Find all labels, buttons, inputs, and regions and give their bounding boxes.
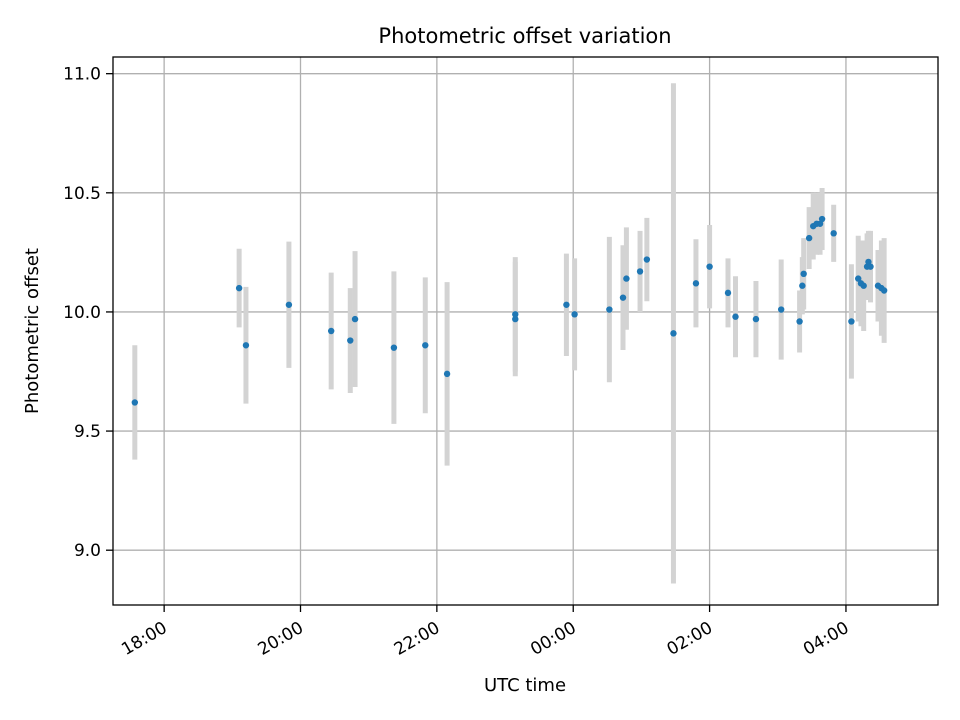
- data-point: [643, 256, 651, 263]
- data-point: [351, 315, 359, 323]
- data-point: [619, 294, 627, 301]
- data-point: [623, 275, 630, 282]
- data-point: [880, 287, 888, 294]
- x-tick-label: 20:00: [255, 618, 307, 660]
- error-bars: [132, 83, 887, 584]
- data-point: [443, 370, 451, 378]
- data-point: [327, 327, 335, 335]
- data-point: [848, 318, 855, 325]
- data-point: [692, 280, 700, 287]
- x-tick-label: 00:00: [527, 618, 579, 660]
- plot-frame: [112, 56, 939, 606]
- data-point: [636, 268, 644, 275]
- data-point: [860, 282, 867, 289]
- data-point: [571, 311, 578, 318]
- data-point: [799, 282, 806, 289]
- x-tick-label: 02:00: [664, 618, 716, 660]
- y-tick-label: 9.5: [74, 422, 101, 442]
- y-axis-ticks: 9.0 9.5 10.0 10.5 11.0: [63, 65, 113, 561]
- data-point: [235, 284, 243, 292]
- data-point: [706, 263, 713, 270]
- data-point: [422, 342, 429, 349]
- data-point: [390, 344, 398, 351]
- data-point: [242, 342, 250, 349]
- grid-lines: [113, 57, 938, 605]
- data-point: [830, 230, 837, 237]
- data-point: [606, 306, 613, 313]
- y-axis-title: Photometric offset: [22, 248, 43, 414]
- data-point: [563, 301, 570, 308]
- data-point: [512, 311, 519, 318]
- x-tick-label: 04:00: [800, 618, 852, 660]
- y-tick-label: 11.0: [63, 65, 101, 85]
- data-point: [818, 215, 826, 223]
- data-point: [670, 330, 677, 337]
- data-points: [131, 215, 888, 406]
- data-point: [285, 301, 293, 308]
- x-tick-label: 18:00: [118, 618, 170, 660]
- data-point: [347, 337, 354, 344]
- data-point: [724, 289, 732, 297]
- y-tick-label: 9.0: [74, 541, 101, 561]
- data-point: [867, 263, 874, 270]
- y-tick-label: 10.0: [63, 303, 101, 323]
- data-point: [777, 306, 785, 313]
- data-point: [855, 275, 862, 282]
- data-point: [752, 315, 760, 323]
- y-tick-label: 10.5: [63, 184, 101, 204]
- data-point: [732, 313, 739, 320]
- x-axis-title: UTC time: [484, 675, 566, 696]
- data-point: [131, 399, 139, 406]
- data-point: [796, 318, 803, 325]
- x-tick-label: 22:00: [391, 618, 443, 660]
- x-axis-ticks: 18:00 20:00 22:00 00:00 02:00 04:00: [118, 605, 852, 660]
- data-point: [800, 270, 807, 278]
- chart-title: Photometric offset variation: [378, 24, 671, 48]
- data-point: [512, 315, 519, 323]
- data-point: [805, 234, 813, 242]
